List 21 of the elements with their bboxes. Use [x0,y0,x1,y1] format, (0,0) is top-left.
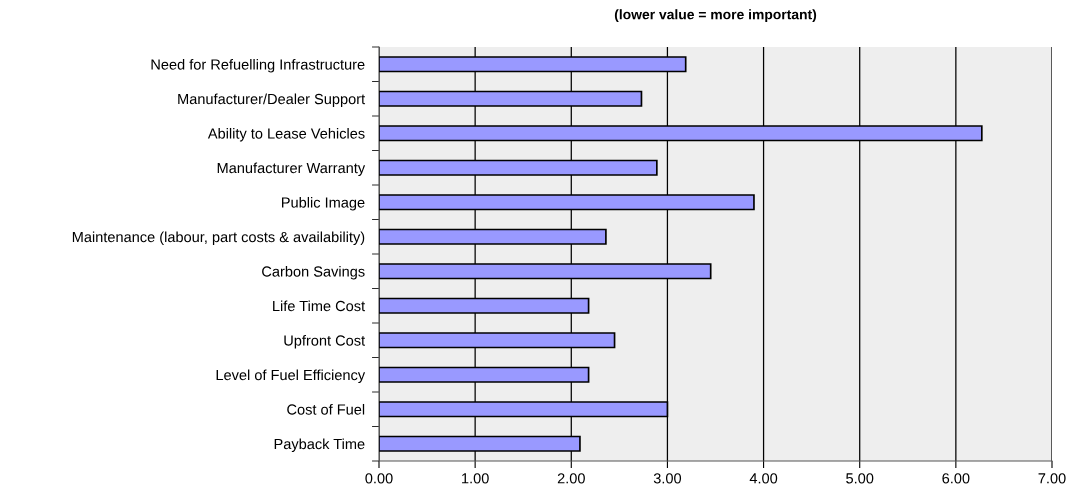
x-tick-label: 6.00 [942,473,970,484]
x-tick-label: 1.00 [462,473,489,484]
y-tick-label: Maintenance (labour, part costs & availability) [72,231,365,246]
x-tick-label: 4.00 [749,473,778,484]
chart-title: (lower value = more important) [614,9,817,23]
y-tick-label: Carbon Savings [262,265,365,280]
x-tick-label: 5.00 [846,473,874,484]
y-tick-label: Life Time Cost [273,300,366,312]
x-tick-label: 0.00 [365,473,393,484]
y-tick-label: Level of Fuel Efficiency [216,369,366,384]
y-tick-label: Upfront Cost [284,334,366,349]
x-tick-label: 2.00 [557,473,585,484]
y-tick-label: Manufacturer/Dealer Support [178,93,366,108]
y-tick-label: Payback Time [274,438,365,453]
x-tick-label: 3.00 [653,473,682,484]
x-tick-label: 7.00 [1038,473,1066,484]
y-tick-label: Cost of Fuel [287,403,365,415]
y-tick-label: Public Image [282,196,365,211]
y-tick-label: Need for Refuelling Infrastructure [151,58,365,73]
y-tick-label: Ability to Lease Vehicles [207,127,365,142]
y-tick-label: Manufacturer Warranty [217,162,366,177]
